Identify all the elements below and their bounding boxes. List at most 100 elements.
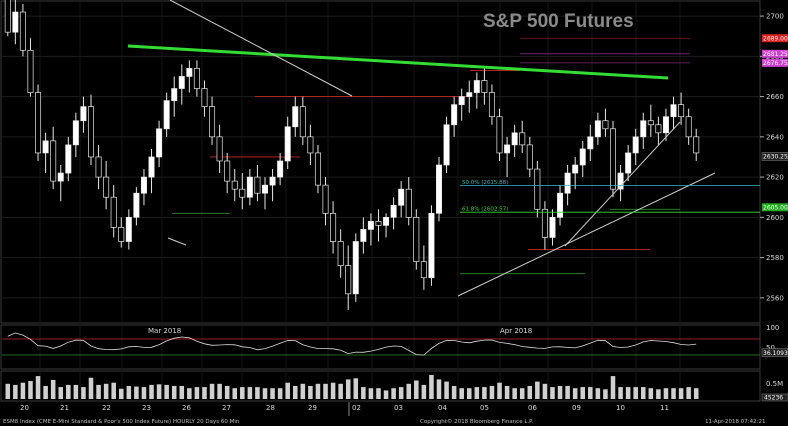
price-tag-box — [762, 34, 788, 43]
y-tick-label: 2640 — [766, 133, 784, 141]
volume-bar — [459, 388, 464, 399]
price-bar-body — [277, 160, 284, 178]
volume-bar — [497, 382, 502, 399]
volume-bar — [88, 377, 94, 399]
price-bar-body — [345, 265, 352, 295]
volume-bar — [656, 389, 661, 399]
volume-bar — [693, 388, 699, 399]
volume-tick-label: 0.5M — [766, 380, 783, 388]
price-tag-label: 2605.00 — [763, 204, 788, 211]
volume-bar — [595, 388, 601, 399]
price-bar-body — [632, 136, 639, 154]
volume-bar — [482, 387, 487, 399]
volume-tag-label: 45236 — [764, 395, 783, 402]
volume-bar — [330, 382, 336, 399]
price-tag-box — [762, 58, 788, 67]
price-bar-body — [519, 132, 526, 146]
volume-bar — [240, 387, 245, 399]
trendlines — [127, 0, 716, 297]
price-bar-body — [4, 0, 11, 33]
y-tick-label: 2560 — [766, 294, 784, 302]
volume-bar — [300, 383, 306, 399]
price-bar-body — [148, 156, 155, 178]
volume-bar — [118, 388, 124, 399]
volume-bar — [383, 390, 389, 399]
price-bar-body — [481, 80, 488, 93]
price-bar-body — [42, 140, 49, 154]
price-bar-body — [678, 104, 685, 118]
volume-bar — [179, 386, 185, 399]
price-bar-body — [398, 188, 405, 206]
resistance-trendline — [127, 44, 669, 80]
up-trendline-steep — [564, 121, 681, 247]
price-bar-body — [19, 11, 26, 51]
volume-bar — [663, 388, 669, 399]
volume-bar — [451, 386, 457, 399]
volume-bar — [444, 381, 449, 399]
volume-bar — [285, 382, 290, 399]
price-bar-body — [640, 120, 647, 138]
volume-bar — [625, 387, 631, 399]
rsi-tag-box — [761, 348, 788, 357]
price-bar-body — [284, 126, 291, 162]
price-bar-body — [262, 184, 268, 194]
rsi-line — [7, 332, 697, 356]
price-bar-body — [133, 192, 140, 218]
volume-bar — [489, 386, 495, 399]
price-tag-label: 2630.25 — [763, 154, 788, 161]
volume-bar — [164, 384, 169, 399]
price-bar-body — [110, 196, 117, 228]
volume-bar — [202, 387, 207, 399]
price-bar-body — [662, 116, 669, 134]
price-bar-body — [72, 120, 79, 146]
fib-label: 61.8% (2602.57) — [462, 207, 508, 213]
volume-bar — [671, 388, 676, 399]
price-bar-body — [12, 11, 19, 33]
volume-bar — [126, 386, 132, 399]
fib-label: 50.0% (2615.88) — [462, 180, 508, 186]
price-bar-body — [617, 172, 624, 190]
price-bar-body — [352, 241, 359, 295]
volume-bar — [50, 379, 56, 399]
volume-bar — [345, 379, 351, 399]
volume-bar — [224, 386, 230, 399]
volume-bar — [391, 388, 396, 399]
price-bar-body — [579, 148, 586, 166]
price-bar-body — [337, 241, 344, 266]
price-tags: 2689.00 2681.25 2676.75 2630.25 2605.00 — [761, 34, 788, 211]
price-bar-body — [307, 136, 314, 154]
chart-title: S&P 500 Futures — [483, 11, 634, 32]
volume-bar — [572, 388, 578, 399]
price-tag-label: 2681.25 — [763, 51, 788, 58]
price-bar-body — [103, 176, 110, 198]
volume-bar — [308, 386, 313, 399]
price-bar-body — [647, 120, 654, 126]
price-bar-body — [541, 208, 548, 238]
volume-bar — [550, 387, 555, 399]
up-trendline — [457, 172, 716, 297]
x-day-label: 10 — [616, 404, 625, 412]
price-bar-body — [163, 100, 170, 130]
price-bar-body — [564, 172, 571, 194]
y-tick-label: 2660 — [766, 93, 784, 101]
volume-bar — [58, 387, 64, 399]
price-tag-label: 2676.75 — [763, 60, 788, 67]
volume-bar — [315, 383, 321, 399]
price-tag: 2630.25 — [761, 152, 788, 161]
price-bar-body — [322, 184, 329, 214]
price-bars — [4, 0, 700, 310]
price-tag: 2605.00 — [762, 203, 788, 211]
volume-bar — [436, 379, 442, 399]
price-bar-body — [246, 176, 253, 198]
price-bar-body — [171, 88, 178, 101]
y-tick-label: 2580 — [766, 254, 784, 262]
price-bar-body — [625, 152, 632, 174]
volume-bar — [338, 383, 343, 399]
volume-bar — [43, 386, 48, 399]
price-bar-body — [693, 136, 700, 154]
price-tag-box — [761, 152, 788, 161]
volume-bar — [678, 388, 684, 399]
price-bar-body — [367, 221, 374, 230]
